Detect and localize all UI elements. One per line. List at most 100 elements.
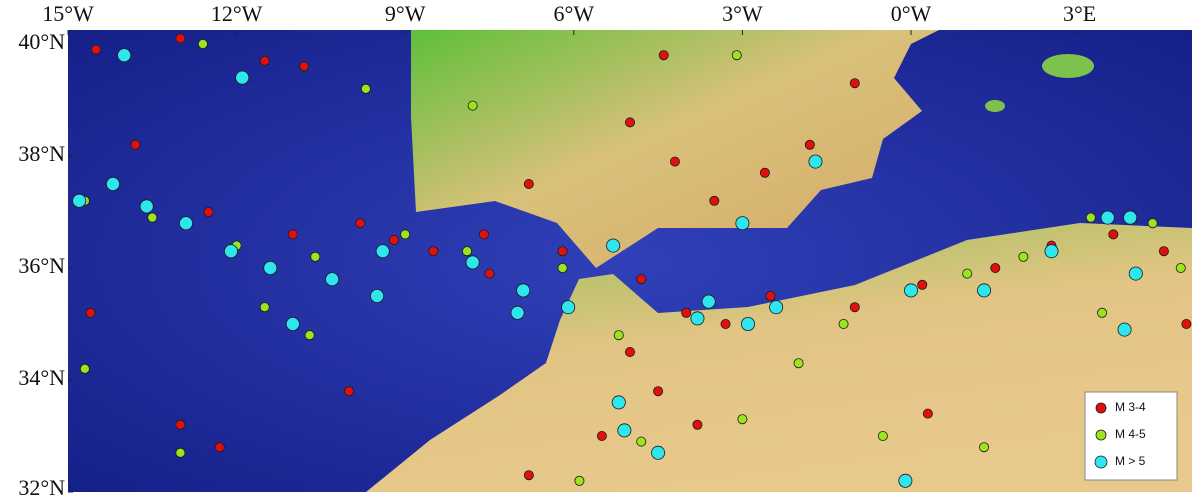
quake-point [401, 230, 410, 239]
quake-point [682, 308, 691, 317]
quake-point [361, 84, 370, 93]
quake-point [524, 179, 533, 188]
quake-point [741, 317, 754, 330]
x-tick-label: 3°E [1063, 1, 1096, 26]
quake-point [794, 359, 803, 368]
quake-point [148, 213, 157, 222]
quake-point [702, 295, 715, 308]
quake-point [625, 347, 634, 356]
x-tick-label: 15°W [42, 1, 94, 26]
quake-point [652, 446, 665, 459]
quake-point [991, 263, 1000, 272]
quake-point [260, 56, 269, 65]
island [985, 100, 1005, 112]
quake-point [92, 45, 101, 54]
quake-point [612, 396, 625, 409]
quake-point [618, 424, 631, 437]
y-tick-label: 32°N [18, 475, 65, 500]
quake-point [1045, 245, 1058, 258]
quake-point [176, 448, 185, 457]
quake-point [1019, 252, 1028, 261]
quake-point [839, 319, 848, 328]
quake-point [485, 269, 494, 278]
legend-label: M > 5 [1115, 454, 1146, 468]
quake-point [389, 235, 398, 244]
quake-point [311, 252, 320, 261]
x-tick-label: 3°W [722, 1, 763, 26]
y-tick-label: 40°N [18, 29, 65, 54]
quake-point [224, 245, 237, 258]
quake-point [614, 331, 623, 340]
quake-point [710, 196, 719, 205]
quake-point [809, 155, 822, 168]
quake-point [176, 34, 185, 43]
quake-point [524, 471, 533, 480]
quake-point [977, 284, 990, 297]
quake-point [517, 284, 530, 297]
quake-point [1176, 263, 1185, 272]
quake-point [344, 387, 353, 396]
quake-point [654, 387, 663, 396]
legend: M 3-4 M 4-5 M > 5 [1085, 392, 1177, 480]
legend-marker [1096, 430, 1106, 440]
quake-point [466, 256, 479, 269]
quake-point [305, 331, 314, 340]
map: 15°W12°W9°W6°W3°W0°W3°E32°N34°N36°N38°N4… [0, 0, 1192, 502]
page: {"chart_data": { "type": "scatter", "xli… [0, 0, 1192, 502]
quake-point [766, 291, 775, 300]
quake-point [260, 303, 269, 312]
quake-point [904, 284, 917, 297]
quake-point [1124, 211, 1137, 224]
quake-point [558, 263, 567, 272]
legend-label: M 3-4 [1115, 400, 1146, 414]
quake-point [721, 319, 730, 328]
quake-point [106, 177, 119, 190]
quake-point [1182, 319, 1191, 328]
quake-point [479, 230, 488, 239]
quake-point [131, 140, 140, 149]
quake-point [429, 247, 438, 256]
y-tick-label: 38°N [18, 141, 65, 166]
quake-point [356, 219, 365, 228]
quake-point [637, 437, 646, 446]
quake-point [73, 194, 86, 207]
x-tick-label: 0°W [891, 1, 932, 26]
quake-point [963, 269, 972, 278]
quake-point [198, 39, 207, 48]
x-tick-label: 6°W [554, 1, 595, 26]
quake-point [1101, 211, 1114, 224]
quake-point [878, 431, 887, 440]
quake-point [575, 476, 584, 485]
quake-point [693, 420, 702, 429]
quake-point [80, 364, 89, 373]
quake-point [979, 443, 988, 452]
quake-point [1159, 247, 1168, 256]
quake-point [670, 157, 679, 166]
legend-label: M 4-5 [1115, 427, 1146, 441]
quake-point [179, 217, 192, 230]
y-tick-label: 34°N [18, 365, 65, 390]
quake-point [376, 245, 389, 258]
quake-point [850, 303, 859, 312]
quake-point [468, 101, 477, 110]
quake-point [659, 51, 668, 60]
quake-point [923, 409, 932, 418]
quake-point [691, 312, 704, 325]
quake-point [738, 415, 747, 424]
quake-point [236, 71, 249, 84]
quake-point [899, 474, 912, 487]
quake-point [736, 217, 749, 230]
quake-point [118, 49, 131, 62]
legend-marker [1096, 403, 1106, 413]
quake-point [511, 306, 524, 319]
quake-point [215, 443, 224, 452]
quake-point [850, 79, 859, 88]
x-tick-label: 9°W [385, 1, 426, 26]
quake-point [1118, 323, 1131, 336]
quake-point [326, 273, 339, 286]
basemap [68, 30, 1192, 492]
quake-point [288, 230, 297, 239]
island [1042, 54, 1094, 78]
quake-point [562, 301, 575, 314]
quake-point [1129, 267, 1142, 280]
